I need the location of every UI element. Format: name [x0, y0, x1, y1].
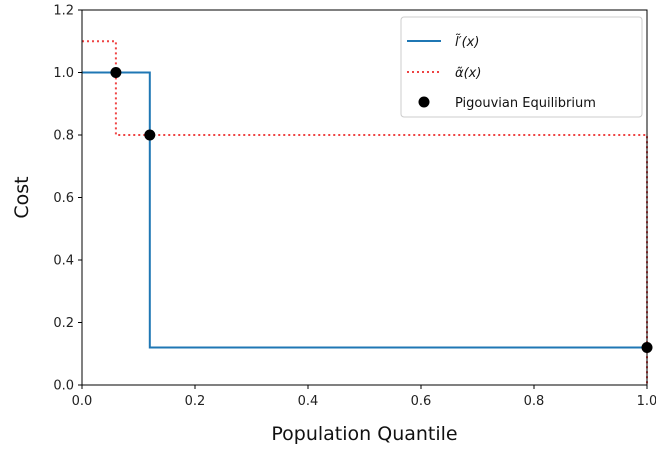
x-tick-label-1: 0.2 [185, 394, 206, 409]
legend-label-series-1: α̃(x) [455, 66, 481, 81]
y-tick-label-4: 0.8 [53, 129, 74, 144]
y-axis-label: Cost [11, 176, 33, 218]
y-tick-label-6: 1.2 [53, 4, 74, 19]
y-tick-label-2: 0.4 [53, 254, 74, 269]
y-tick-label-1: 0.2 [53, 316, 74, 331]
equilibrium-point-0 [110, 67, 122, 78]
legend-swatch-marker [418, 96, 430, 108]
x-tick-label-4: 0.8 [524, 394, 545, 409]
legend: l̃′(x) α̃(x) Pigouvian Equilibrium [400, 16, 643, 118]
legend-label-series-0: l̃′(x) [455, 35, 479, 50]
legend-label-series-2: Pigouvian Equilibrium [455, 96, 596, 111]
y-tick-label-5: 1.0 [53, 66, 74, 81]
y-tick-label-0: 0.0 [53, 379, 74, 394]
x-tick-label-0: 0.0 [72, 394, 93, 409]
legend-box [400, 16, 643, 118]
x-tick-label-5: 1.0 [637, 394, 656, 409]
equilibrium-point-1 [144, 129, 156, 141]
x-axis-label: Population Quantile [271, 423, 457, 445]
x-tick-label-2: 0.4 [298, 394, 319, 409]
ticks: 0.0 0.2 0.4 0.6 0.8 1.0 0.0 0.2 0.4 0.6 0.8 1.0 1.2 [53, 4, 656, 410]
y-tick-label-3: 0.6 [53, 191, 74, 206]
x-tick-label-3: 0.6 [411, 394, 432, 409]
